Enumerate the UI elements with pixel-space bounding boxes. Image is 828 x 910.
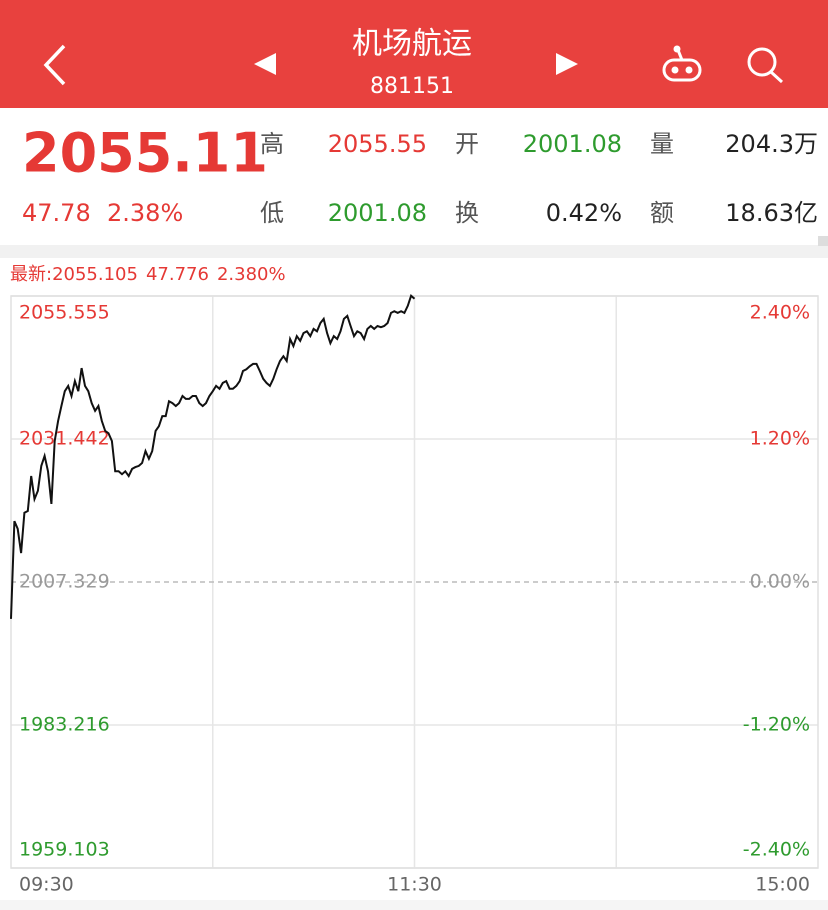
chart-frame [10, 295, 819, 869]
x-tick-label: 11:30 [387, 874, 442, 896]
y-tick-label: 2007.329 [19, 571, 110, 593]
price: 2055.11 [22, 122, 268, 185]
robot-button[interactable] [662, 45, 702, 82]
next-button[interactable] [556, 53, 578, 75]
stat-value: 18.63亿 [725, 199, 818, 227]
stat-label: 换 [455, 199, 479, 227]
stat-label: 低 [260, 199, 284, 227]
stat-value: 0.42% [546, 199, 622, 227]
y-tick-label: 1983.216 [19, 714, 110, 736]
latest-info: 最新:2055.105 [10, 264, 138, 285]
back-button[interactable] [43, 44, 66, 86]
y-tick-label: 2055.555 [19, 302, 110, 324]
x-tick-label: 15:00 [755, 874, 810, 896]
x-tick-label: 09:30 [19, 874, 74, 896]
y-tick-label: 1959.103 [19, 839, 110, 861]
top-bar [0, 0, 828, 108]
stat-value: 2055.55 [328, 130, 427, 158]
scroll-mark [818, 236, 828, 246]
stat-value: 2001.08 [328, 199, 427, 227]
stat-value: 2001.08 [523, 130, 622, 158]
prev-button[interactable] [254, 53, 276, 75]
title: 机场航运 [352, 27, 472, 62]
stat-label: 额 [650, 199, 674, 227]
separator [0, 245, 828, 258]
stat-label: 开 [455, 130, 479, 158]
y2-tick-label: 2.40% [750, 302, 810, 324]
stat-label: 高 [260, 130, 284, 158]
bottom-strip [0, 900, 828, 910]
latest-info: 2.380% [217, 264, 286, 285]
y2-tick-label: -1.20% [743, 714, 810, 736]
y2-tick-label: -2.40% [743, 839, 810, 861]
y2-tick-label: 1.20% [750, 428, 810, 450]
search-button[interactable] [747, 47, 784, 84]
stat-label: 量 [650, 130, 674, 158]
latest-info: 47.776 [146, 264, 209, 285]
change: 47.78 [22, 199, 91, 227]
price-line [10, 293, 416, 619]
y2-tick-label: 0.00% [750, 571, 810, 593]
code: 881151 [370, 74, 454, 99]
change-pct: 2.38% [107, 199, 183, 227]
y-tick-label: 2031.442 [19, 428, 110, 450]
stat-value: 204.3万 [725, 130, 818, 158]
